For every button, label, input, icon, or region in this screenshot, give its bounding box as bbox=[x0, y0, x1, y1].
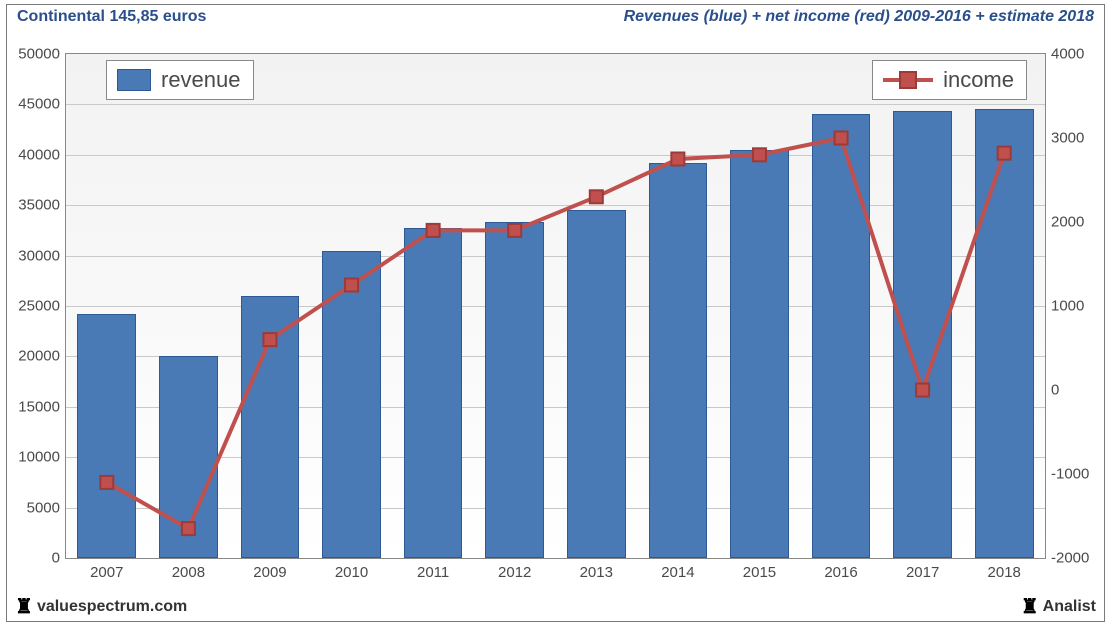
footer-left-text: valuespectrum.com bbox=[37, 598, 187, 616]
bar bbox=[567, 210, 626, 558]
bar bbox=[485, 222, 544, 558]
y-left-tick-label: 40000 bbox=[14, 146, 66, 163]
bar bbox=[812, 114, 871, 558]
legend-revenue-label: revenue bbox=[161, 67, 241, 93]
title-left: Continental 145,85 euros bbox=[17, 8, 206, 26]
y-left-tick-label: 10000 bbox=[14, 449, 66, 466]
x-tick-label: 2007 bbox=[90, 558, 123, 581]
bar bbox=[730, 150, 789, 558]
y-left-tick-label: 5000 bbox=[14, 499, 66, 516]
y-left-tick-label: 25000 bbox=[14, 298, 66, 315]
x-tick-label: 2009 bbox=[253, 558, 286, 581]
plot-area: revenue income 0500010000150002000025000… bbox=[65, 53, 1046, 559]
bar bbox=[322, 251, 381, 558]
x-tick-label: 2013 bbox=[580, 558, 613, 581]
y-right-tick-label: 4000 bbox=[1045, 46, 1097, 63]
chart-frame: Continental 145,85 euros Revenues (blue)… bbox=[6, 4, 1105, 622]
rook-icon: ♜ bbox=[15, 597, 33, 617]
y-left-tick-label: 35000 bbox=[14, 197, 66, 214]
bar bbox=[241, 296, 300, 558]
bar bbox=[404, 228, 463, 558]
y-left-tick-label: 0 bbox=[14, 550, 66, 567]
legend-revenue-swatch bbox=[117, 69, 151, 91]
y-right-tick-label: 1000 bbox=[1045, 298, 1097, 315]
y-right-tick-label: 0 bbox=[1045, 382, 1097, 399]
legend-income: income bbox=[872, 60, 1027, 100]
y-left-tick-label: 30000 bbox=[14, 247, 66, 264]
x-tick-label: 2010 bbox=[335, 558, 368, 581]
y-right-tick-label: 2000 bbox=[1045, 214, 1097, 231]
y-left-tick-label: 15000 bbox=[14, 398, 66, 415]
y-right-tick-label: -1000 bbox=[1045, 466, 1097, 483]
x-tick-label: 2016 bbox=[824, 558, 857, 581]
title-bar: Continental 145,85 euros Revenues (blue)… bbox=[7, 5, 1104, 31]
y-left-tick-label: 45000 bbox=[14, 96, 66, 113]
bar bbox=[649, 163, 708, 558]
y-right-tick-label: -2000 bbox=[1045, 550, 1097, 567]
x-tick-label: 2011 bbox=[417, 558, 449, 581]
x-tick-label: 2015 bbox=[743, 558, 776, 581]
rook-icon: ♜ bbox=[1021, 597, 1039, 617]
legend-income-label: income bbox=[943, 67, 1014, 93]
x-tick-label: 2014 bbox=[661, 558, 694, 581]
footer-right-text: Analist bbox=[1043, 598, 1096, 616]
bar bbox=[77, 314, 136, 558]
footer-right: ♜ Analist bbox=[1021, 597, 1096, 617]
grid-line bbox=[66, 104, 1045, 105]
legend-income-swatch bbox=[883, 78, 933, 82]
footer: ♜ valuespectrum.com ♜ Analist bbox=[7, 595, 1104, 621]
y-right-tick-label: 3000 bbox=[1045, 130, 1097, 147]
x-tick-label: 2008 bbox=[172, 558, 205, 581]
x-tick-label: 2017 bbox=[906, 558, 939, 581]
income-marker bbox=[590, 190, 603, 203]
bar bbox=[893, 111, 952, 558]
x-tick-label: 2012 bbox=[498, 558, 531, 581]
title-right: Revenues (blue) + net income (red) 2009-… bbox=[624, 8, 1094, 26]
legend-revenue: revenue bbox=[106, 60, 254, 100]
bar bbox=[159, 356, 218, 558]
x-tick-label: 2018 bbox=[988, 558, 1021, 581]
footer-left: ♜ valuespectrum.com bbox=[15, 597, 187, 617]
y-left-tick-label: 50000 bbox=[14, 46, 66, 63]
bar bbox=[975, 109, 1034, 558]
y-left-tick-label: 20000 bbox=[14, 348, 66, 365]
